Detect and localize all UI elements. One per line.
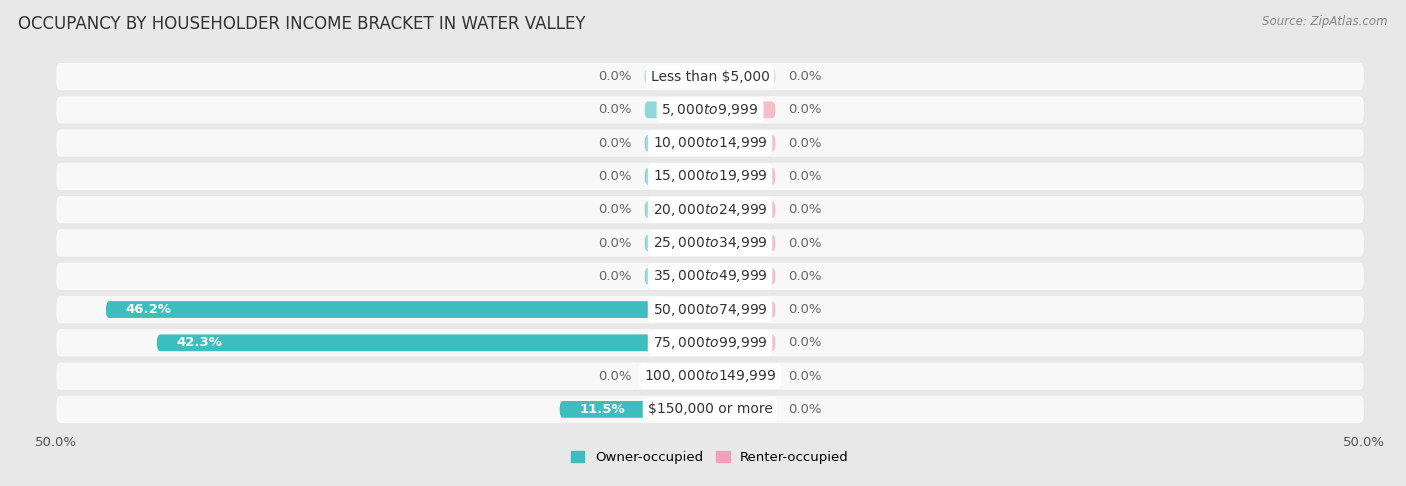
Text: 0.0%: 0.0% [789,303,823,316]
FancyBboxPatch shape [710,201,776,218]
FancyBboxPatch shape [644,268,710,285]
FancyBboxPatch shape [644,235,710,251]
Text: $15,000 to $19,999: $15,000 to $19,999 [652,169,768,185]
Text: 0.0%: 0.0% [789,170,823,183]
Text: 0.0%: 0.0% [789,70,823,83]
Text: 0.0%: 0.0% [598,104,631,117]
FancyBboxPatch shape [644,168,710,185]
FancyBboxPatch shape [710,168,776,185]
Text: 0.0%: 0.0% [789,137,823,150]
Text: 0.0%: 0.0% [789,369,823,382]
Text: OCCUPANCY BY HOUSEHOLDER INCOME BRACKET IN WATER VALLEY: OCCUPANCY BY HOUSEHOLDER INCOME BRACKET … [18,15,586,33]
Text: 0.0%: 0.0% [789,403,823,416]
FancyBboxPatch shape [710,301,776,318]
Text: $20,000 to $24,999: $20,000 to $24,999 [652,202,768,218]
FancyBboxPatch shape [56,63,1364,90]
Text: 0.0%: 0.0% [598,70,631,83]
FancyBboxPatch shape [56,229,1364,257]
FancyBboxPatch shape [710,68,776,85]
FancyBboxPatch shape [644,368,710,384]
FancyBboxPatch shape [710,334,776,351]
FancyBboxPatch shape [56,163,1364,190]
FancyBboxPatch shape [56,329,1364,356]
FancyBboxPatch shape [710,135,776,152]
Text: $10,000 to $14,999: $10,000 to $14,999 [652,135,768,151]
Text: $35,000 to $49,999: $35,000 to $49,999 [652,268,768,284]
Text: 0.0%: 0.0% [789,104,823,117]
FancyBboxPatch shape [644,135,710,152]
FancyBboxPatch shape [56,262,1364,290]
Text: $100,000 to $149,999: $100,000 to $149,999 [644,368,776,384]
FancyBboxPatch shape [644,68,710,85]
Legend: Owner-occupied, Renter-occupied: Owner-occupied, Renter-occupied [567,446,853,469]
Text: 42.3%: 42.3% [177,336,222,349]
Text: $5,000 to $9,999: $5,000 to $9,999 [661,102,759,118]
Text: 0.0%: 0.0% [789,203,823,216]
FancyBboxPatch shape [56,96,1364,123]
Text: $75,000 to $99,999: $75,000 to $99,999 [652,335,768,351]
Text: Less than $5,000: Less than $5,000 [651,69,769,84]
Text: 0.0%: 0.0% [598,369,631,382]
FancyBboxPatch shape [560,401,710,418]
Text: $150,000 or more: $150,000 or more [648,402,772,417]
FancyBboxPatch shape [710,102,776,118]
Text: Source: ZipAtlas.com: Source: ZipAtlas.com [1263,15,1388,28]
Text: 0.0%: 0.0% [598,237,631,249]
Text: 0.0%: 0.0% [789,270,823,283]
Text: 0.0%: 0.0% [789,237,823,249]
Text: $25,000 to $34,999: $25,000 to $34,999 [652,235,768,251]
FancyBboxPatch shape [56,196,1364,224]
FancyBboxPatch shape [157,334,710,351]
FancyBboxPatch shape [710,368,776,384]
FancyBboxPatch shape [710,401,776,418]
Text: 0.0%: 0.0% [789,336,823,349]
Text: 0.0%: 0.0% [598,137,631,150]
FancyBboxPatch shape [56,130,1364,157]
Text: 11.5%: 11.5% [579,403,624,416]
Text: 46.2%: 46.2% [125,303,172,316]
FancyBboxPatch shape [710,235,776,251]
FancyBboxPatch shape [56,363,1364,390]
FancyBboxPatch shape [56,296,1364,323]
FancyBboxPatch shape [644,102,710,118]
FancyBboxPatch shape [644,201,710,218]
Text: 0.0%: 0.0% [598,170,631,183]
FancyBboxPatch shape [56,396,1364,423]
Text: 0.0%: 0.0% [598,270,631,283]
Text: 0.0%: 0.0% [598,203,631,216]
FancyBboxPatch shape [710,268,776,285]
FancyBboxPatch shape [105,301,710,318]
Text: $50,000 to $74,999: $50,000 to $74,999 [652,301,768,317]
